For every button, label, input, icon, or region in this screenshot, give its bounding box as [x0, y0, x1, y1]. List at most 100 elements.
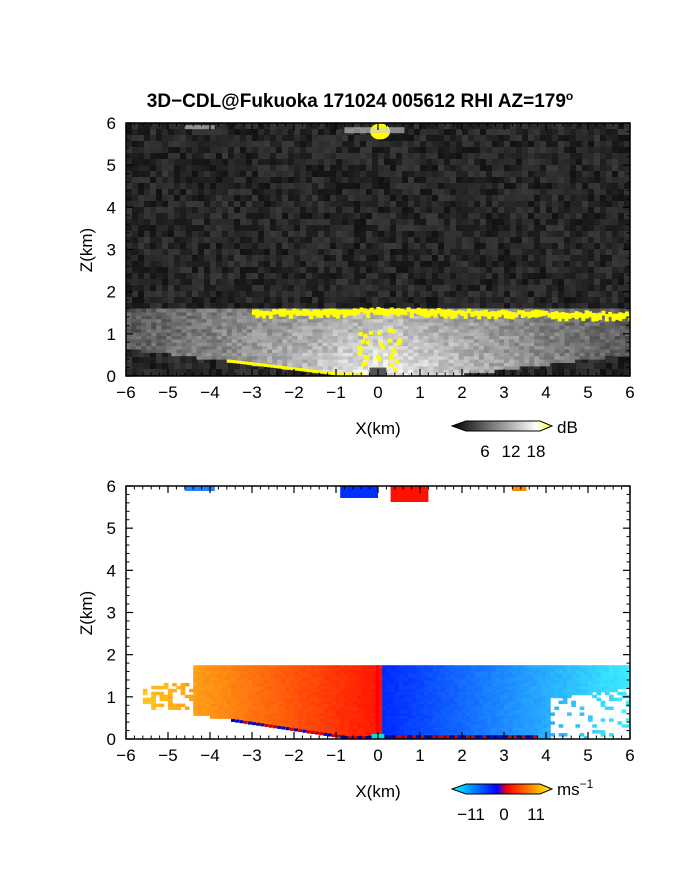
noise-cell	[396, 231, 402, 237]
noise-cell	[528, 225, 534, 231]
echo-cell	[559, 325, 565, 330]
noise-cell	[492, 207, 498, 213]
echo-cell	[211, 345, 218, 350]
echo-cell	[478, 325, 485, 330]
echo-cell	[498, 359, 505, 364]
noise-cell	[432, 213, 438, 219]
noise-cell	[612, 183, 618, 189]
noise-cell	[180, 357, 186, 363]
noise-cell	[516, 261, 522, 267]
noise-cell	[240, 183, 246, 189]
noise-cell	[186, 285, 192, 291]
echo-cell	[529, 349, 535, 353]
noise-cell	[306, 189, 312, 195]
noise-cell	[252, 123, 258, 129]
echo-cell	[539, 359, 545, 364]
noise-cell	[366, 141, 372, 147]
noise-cell	[408, 279, 414, 285]
echo-cell	[317, 338, 324, 343]
noise-cell	[204, 231, 210, 237]
noise-cell	[438, 279, 444, 285]
noise-cell	[246, 141, 252, 147]
noise-cell	[144, 297, 150, 303]
noise-cell	[408, 141, 414, 147]
noise-cell	[414, 231, 420, 237]
echo-cell	[408, 342, 414, 347]
noise-cell	[162, 261, 168, 267]
noise-cell	[162, 153, 168, 159]
echo-cell	[322, 352, 329, 357]
echo-cell	[423, 338, 429, 343]
noise-cell	[372, 189, 378, 195]
noise-cell	[510, 195, 516, 201]
noise-cell	[588, 249, 594, 255]
noise-cell	[528, 273, 534, 279]
noise-cell	[324, 261, 330, 267]
noise-cell	[510, 219, 516, 225]
noise-cell	[246, 129, 252, 135]
echo-cell	[423, 352, 429, 357]
echo-cell	[524, 338, 530, 343]
noise-cell	[174, 369, 180, 375]
noise-cell	[222, 243, 228, 249]
noise-cell	[486, 147, 492, 153]
echo-cell	[136, 325, 142, 330]
noise-cell	[390, 255, 396, 261]
noise-cell	[132, 267, 138, 273]
noise-cell	[486, 201, 492, 207]
echo-cell	[131, 338, 137, 343]
noise-cell	[300, 147, 306, 153]
noise-cell	[342, 285, 348, 291]
noise-cell	[606, 165, 612, 171]
noise-cell	[234, 231, 240, 237]
echo-cell	[297, 338, 303, 343]
noise-cell	[132, 153, 138, 159]
noise-cell	[576, 159, 582, 165]
noise-cell	[192, 237, 198, 243]
echo-cell	[277, 355, 283, 360]
echo-cell	[393, 362, 399, 367]
noise-cell	[480, 201, 486, 207]
noise-cell	[288, 297, 294, 303]
noise-cell	[558, 159, 564, 165]
echo-cell	[216, 325, 223, 330]
noise-cell	[150, 135, 156, 141]
noise-cell	[312, 213, 318, 219]
echo-cell	[599, 342, 606, 347]
noise-cell	[126, 147, 132, 153]
noise-cell	[576, 267, 582, 273]
echo-cell	[191, 335, 198, 340]
echo-cell	[504, 318, 510, 323]
noise-cell	[210, 261, 216, 267]
echo-cell	[504, 365, 510, 370]
noise-cell	[576, 135, 582, 141]
noise-cell	[366, 291, 372, 297]
echo-cell	[352, 318, 359, 323]
noise-cell	[594, 261, 600, 267]
noise-cell	[606, 201, 612, 207]
noise-cell	[174, 171, 180, 177]
noise-cell	[204, 189, 210, 195]
noise-cell	[534, 177, 540, 183]
noise-cell	[510, 225, 516, 231]
noise-cell	[354, 225, 360, 231]
noise-cell	[570, 297, 576, 303]
noise-cell	[402, 159, 408, 165]
noise-cell	[468, 147, 474, 153]
noise-cell	[366, 285, 372, 291]
noise-cell	[342, 201, 348, 207]
echo-cell	[161, 332, 167, 337]
echo-cell	[609, 352, 616, 357]
noise-cell	[474, 267, 480, 273]
noise-cell	[534, 135, 540, 141]
echo-cell	[347, 328, 354, 333]
noise-cell	[192, 183, 198, 189]
noise-cell	[126, 153, 132, 159]
echo-cell	[604, 328, 611, 333]
noise-cell	[432, 123, 438, 129]
noise-cell	[408, 129, 414, 135]
noise-cell	[186, 213, 192, 219]
echo-cell	[302, 325, 308, 330]
noise-cell	[420, 267, 426, 273]
noise-cell	[618, 153, 624, 159]
